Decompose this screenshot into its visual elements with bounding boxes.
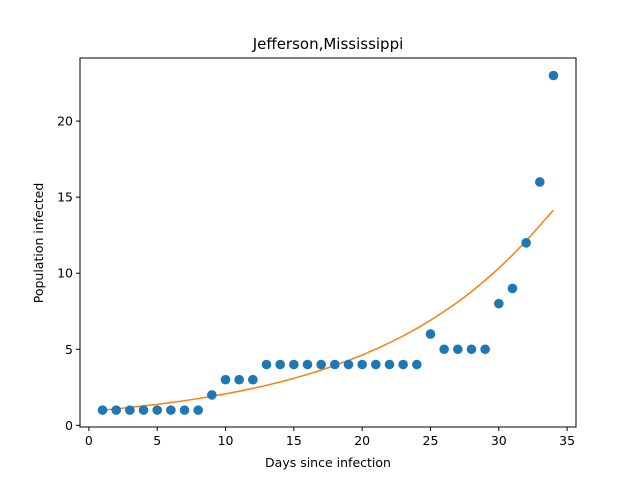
- y-axis-ticks: 0 5 10 15 20: [57, 114, 80, 433]
- x-tick-label: 25: [423, 433, 439, 448]
- data-point: [357, 359, 367, 370]
- data-point: [330, 359, 340, 370]
- data-point: [466, 344, 477, 355]
- data-point: [207, 390, 217, 400]
- data-point: [275, 359, 285, 370]
- data-point: [343, 359, 354, 370]
- data-point: [111, 405, 122, 415]
- data-point: [97, 405, 108, 415]
- data-point: [302, 359, 313, 370]
- data-point: [425, 329, 436, 339]
- data-point: [507, 283, 518, 294]
- y-tick-label: 15: [57, 190, 73, 205]
- x-tick-label: 20: [354, 433, 370, 448]
- data-point: [166, 405, 176, 415]
- data-point: [289, 359, 299, 370]
- x-tick-label: 5: [153, 433, 161, 448]
- data-point: [138, 405, 149, 415]
- y-tick-label: 20: [57, 114, 73, 129]
- y-axis-label: Population infected: [31, 183, 46, 304]
- data-point: [193, 405, 203, 415]
- data-point: [384, 359, 395, 370]
- x-tick-label: 15: [286, 433, 302, 448]
- data-point: [316, 359, 326, 370]
- axes-frame: [79, 57, 577, 428]
- data-point: [439, 344, 449, 355]
- data-point: [480, 344, 490, 355]
- data-point: [234, 374, 244, 385]
- x-tick-label: 30: [491, 433, 507, 448]
- data-point: [398, 359, 408, 370]
- y-tick-label: 10: [57, 266, 73, 281]
- x-axis-label: Days since infection: [265, 455, 391, 470]
- data-point: [125, 405, 135, 415]
- data-point: [548, 70, 559, 81]
- data-point: [494, 298, 504, 309]
- chart-title: Jefferson,Mississippi: [252, 35, 404, 53]
- data-point: [152, 405, 162, 415]
- x-axis-ticks: 0 5 10 15 20 25 30 35: [85, 427, 575, 448]
- data-point: [248, 374, 258, 385]
- scatter-series: [97, 70, 559, 415]
- data-point: [220, 374, 231, 385]
- x-tick-label: 35: [559, 433, 575, 448]
- fit-line-series: [102, 209, 555, 411]
- data-point: [412, 359, 422, 370]
- data-point: [521, 238, 531, 248]
- y-tick-label: 0: [65, 418, 73, 433]
- data-point: [534, 177, 545, 187]
- fit-line: [102, 209, 555, 411]
- data-point: [179, 405, 190, 415]
- data-point: [371, 359, 381, 370]
- x-tick-label: 0: [85, 433, 93, 448]
- data-point: [261, 359, 272, 370]
- data-point: [453, 344, 463, 355]
- x-tick-label: 10: [218, 433, 234, 448]
- plot-area: [79, 57, 577, 428]
- y-tick-label: 5: [65, 342, 73, 357]
